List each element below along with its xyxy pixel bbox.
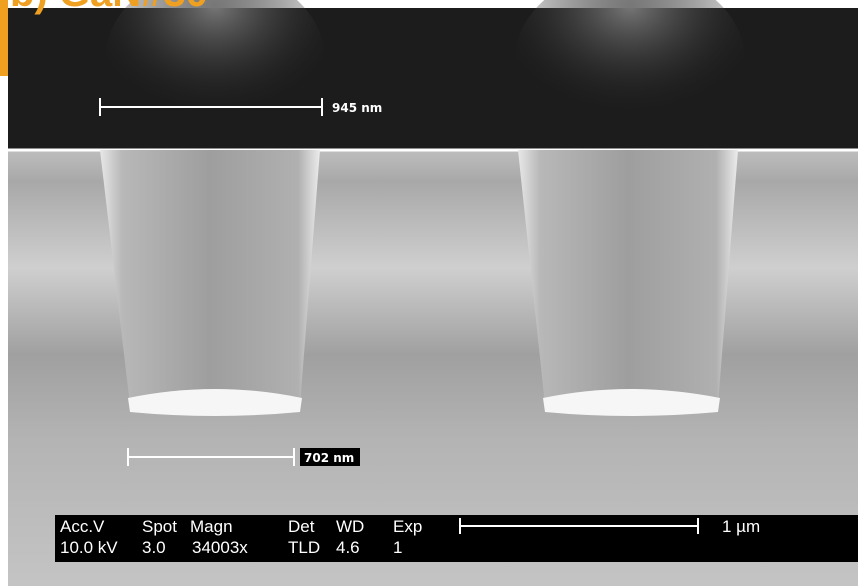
info-label: Acc.V — [60, 517, 105, 536]
trench — [518, 150, 738, 412]
info-value: 4.6 — [336, 538, 360, 557]
accent-bar — [0, 0, 8, 76]
page: {"header": {"title": "b) GaN#30"}, "anno… — [0, 0, 858, 586]
info-value: 1 — [393, 538, 402, 557]
info-value: TLD — [288, 538, 320, 557]
trench — [100, 150, 320, 412]
info-label: Spot — [142, 517, 177, 536]
info-value: 34003x — [192, 538, 248, 557]
slide-title: b) GaN#30 — [10, 0, 208, 15]
info-label: WD — [336, 517, 364, 536]
info-label: Exp — [393, 517, 422, 536]
info-value: 10.0 kV — [60, 538, 118, 557]
info-label: Magn — [190, 517, 233, 536]
measure-label: 702 nm — [304, 451, 354, 465]
scale-label: 1 µm — [722, 517, 760, 536]
sem-image-slide: b) GaN#30 945 nm 702 nm Acc.V Spot Magn Det… — [0, 0, 858, 586]
info-label: Det — [288, 517, 315, 536]
info-value: 3.0 — [142, 538, 166, 557]
measure-label: 945 nm — [332, 101, 382, 115]
